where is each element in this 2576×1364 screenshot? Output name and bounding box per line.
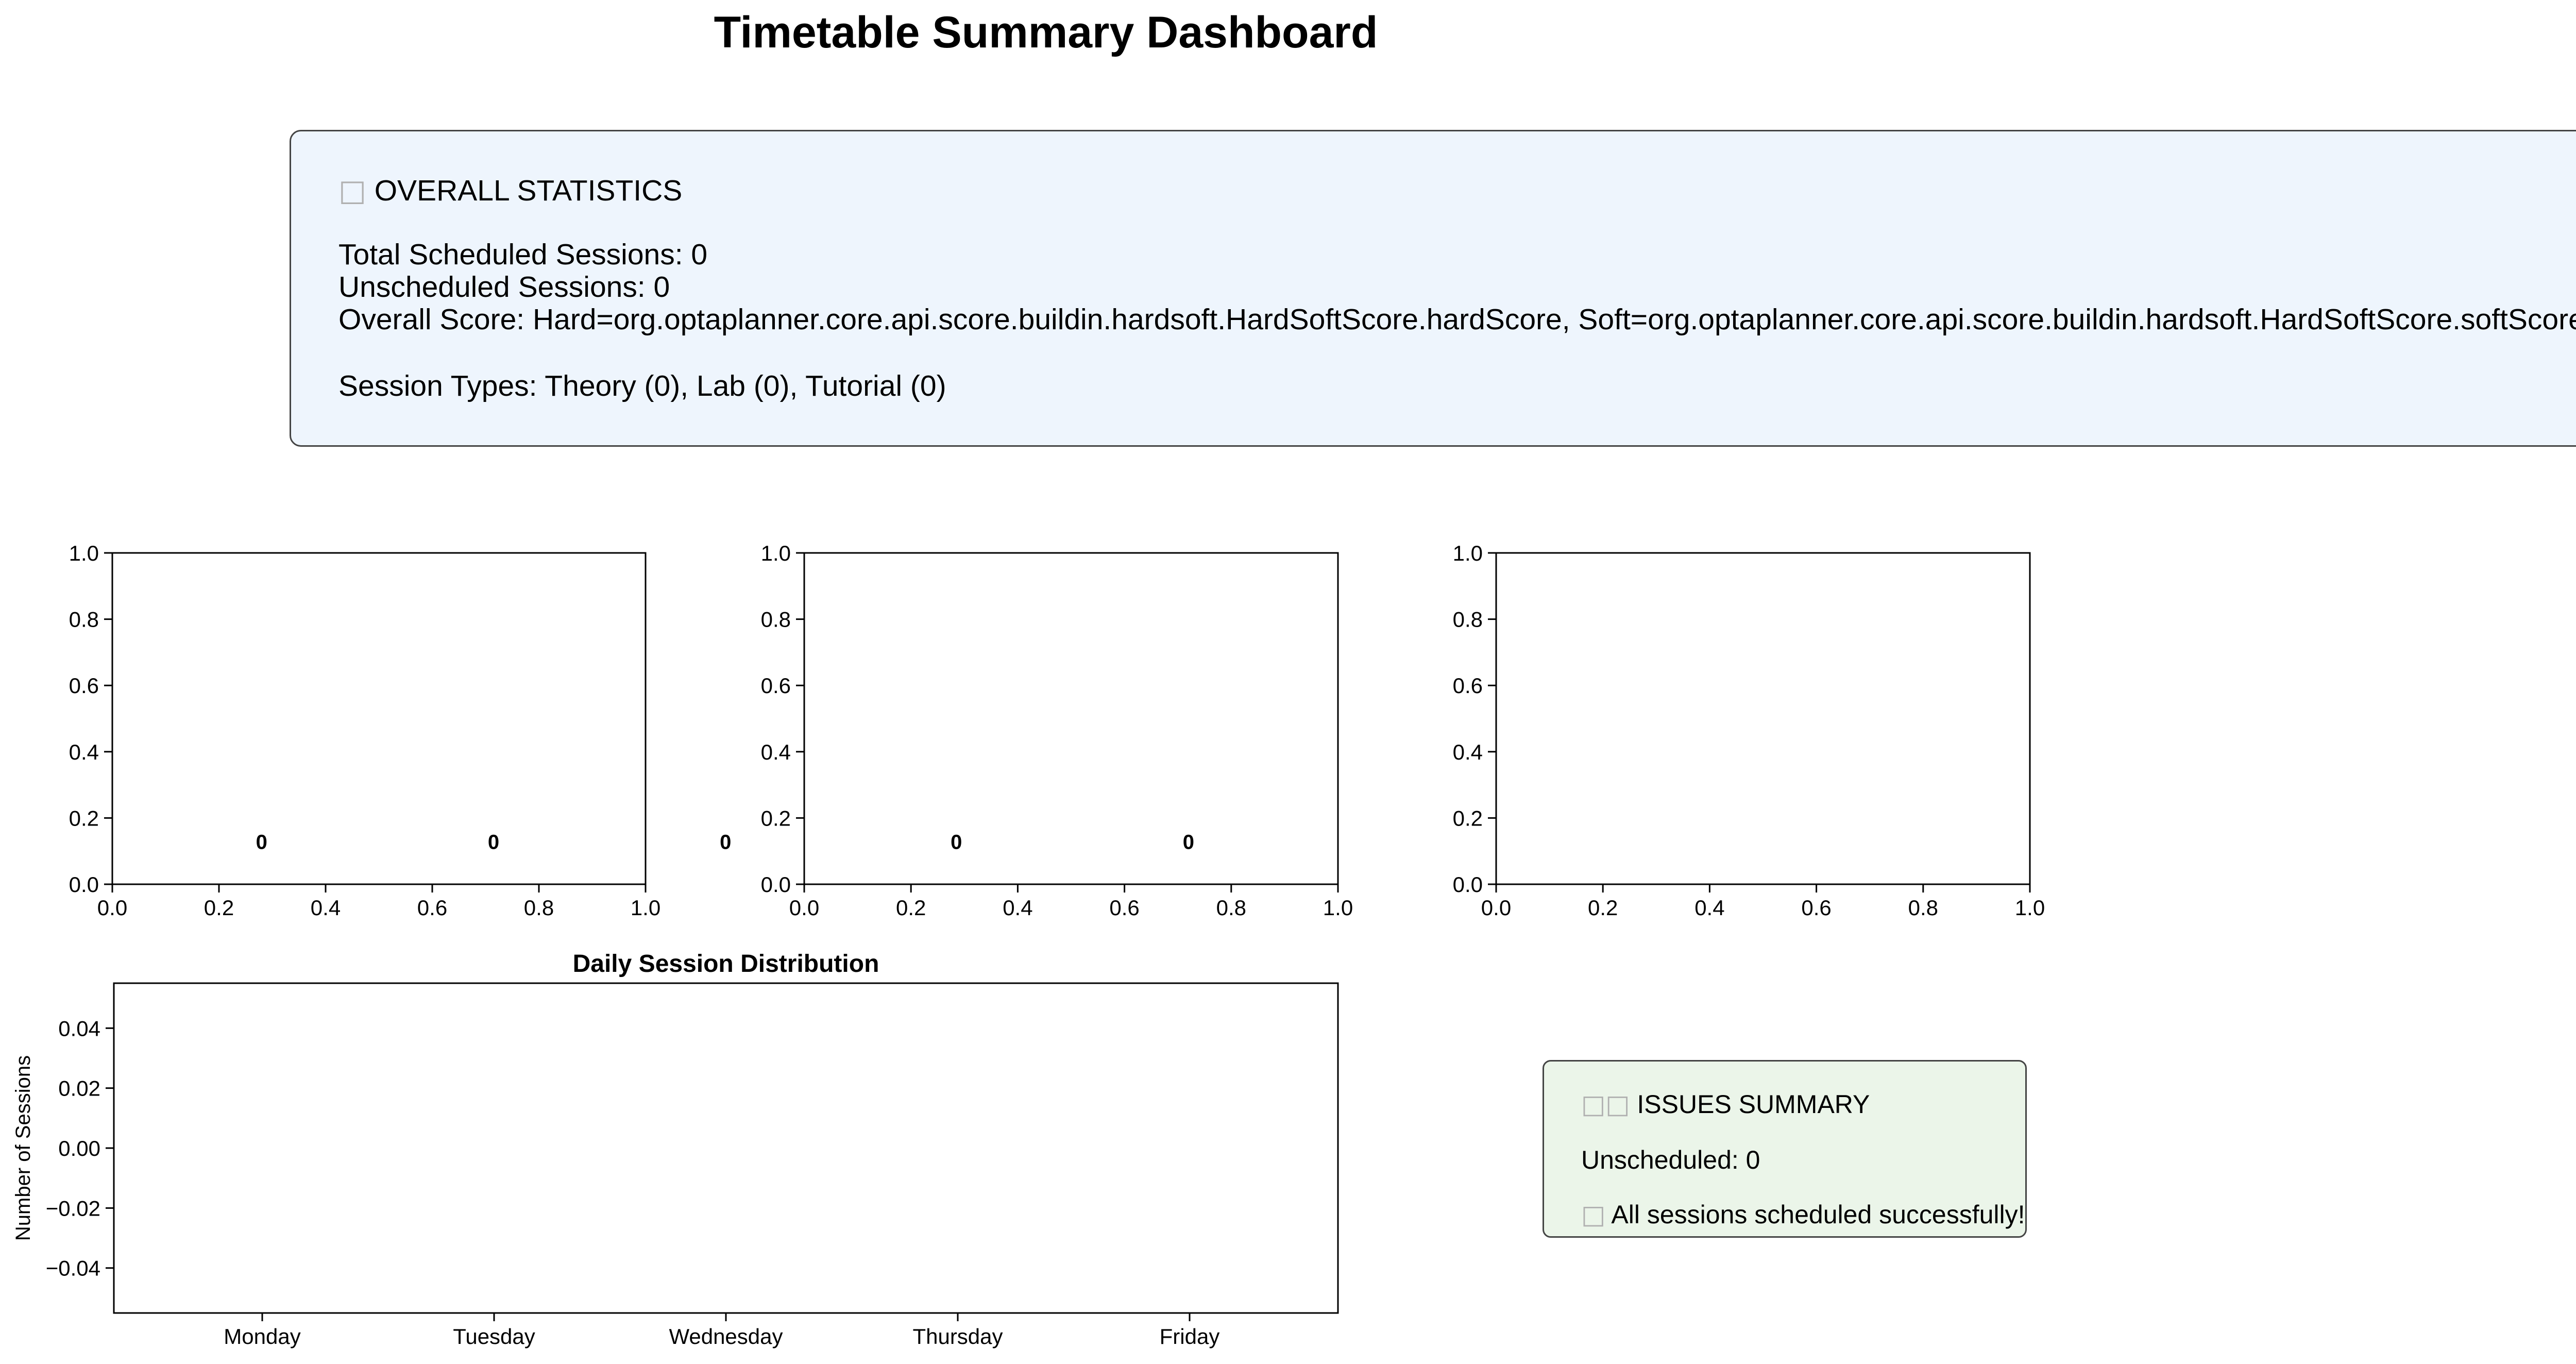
x-tick-label: Thursday <box>912 1324 1003 1349</box>
issues-summary-panel: □□ ISSUES SUMMARY Unscheduled: 0 □ All s… <box>1543 1060 2027 1238</box>
x-tick-label: 0.4 <box>1003 896 1032 920</box>
x-tick-label: 0.4 <box>311 896 341 920</box>
issues-status-line: □ All sessions scheduled successfully! <box>1581 1200 2025 1229</box>
y-tick-label: 1.0 <box>761 541 791 565</box>
y-tick-label: 0.2 <box>1453 806 1483 830</box>
y-tick-label: 0.02 <box>58 1076 100 1101</box>
y-tick-label: 0.0 <box>69 872 99 897</box>
bar-value-label: 0 <box>488 831 499 853</box>
y-tick-label: 0.4 <box>69 740 99 764</box>
x-tick-label: 0.0 <box>789 896 819 920</box>
overall-statistics-panel: □ OVERALL STATISTICS Total Scheduled Ses… <box>290 130 2576 447</box>
x-tick-label: Friday <box>1160 1324 1220 1349</box>
plot-frame-2 <box>803 552 1339 885</box>
plot-frame-1 <box>111 552 647 885</box>
warning-icon: □□ <box>1581 1089 1630 1119</box>
bar-value-label: 0 <box>720 831 731 853</box>
daily-plot-frame <box>113 982 1339 1314</box>
y-tick-label: 0.2 <box>69 806 99 830</box>
y-tick-label: 0.04 <box>58 1016 100 1040</box>
x-tick-label: Wednesday <box>669 1324 783 1349</box>
y-tick-label: 0.2 <box>761 806 791 830</box>
x-tick-label: 0.2 <box>204 896 234 920</box>
y-tick-label: 0.6 <box>1453 673 1483 698</box>
total-scheduled-sessions: Total Scheduled Sessions: 0 <box>338 238 708 271</box>
check-icon: □ <box>1581 1200 1606 1230</box>
issues-summary-title: ISSUES SUMMARY <box>1637 1090 1870 1119</box>
plot-frame-3 <box>1495 552 2031 885</box>
x-tick-label: 0.6 <box>1109 896 1139 920</box>
session-types: Session Types: Theory (0), Lab (0), Tuto… <box>338 369 946 402</box>
x-tick-label: 1.0 <box>631 896 660 920</box>
y-tick-label: 0.0 <box>1453 872 1483 897</box>
issues-unscheduled-count: Unscheduled: 0 <box>1581 1146 1760 1174</box>
chart-icon: □ <box>338 174 366 208</box>
y-axis-label: Number of Sessions <box>12 1055 35 1241</box>
x-tick-label: 0.4 <box>1694 896 1724 920</box>
y-tick-label: 0.4 <box>1453 740 1483 764</box>
x-tick-label: 0.8 <box>524 896 554 920</box>
x-tick-label: 0.2 <box>1588 896 1618 920</box>
overall-statistics-title: OVERALL STATISTICS <box>374 174 683 207</box>
overall-statistics-heading: □ OVERALL STATISTICS <box>338 174 682 207</box>
x-tick-label: 1.0 <box>1323 896 1353 920</box>
y-tick-label: 0.00 <box>58 1136 100 1160</box>
bar-value-label: 0 <box>256 831 267 853</box>
y-tick-label: −0.02 <box>46 1196 100 1220</box>
y-tick-label: 1.0 <box>1453 541 1483 565</box>
x-tick-label: 1.0 <box>2015 896 2045 920</box>
y-tick-label: 0.0 <box>761 872 791 897</box>
issues-status-text: All sessions scheduled successfully! <box>1611 1200 2025 1229</box>
y-tick-label: 0.8 <box>761 608 791 632</box>
dashboard-title: Timetable Summary Dashboard <box>714 8 1378 57</box>
x-tick-label: 0.0 <box>1481 896 1511 920</box>
x-tick-label: Tuesday <box>453 1324 535 1349</box>
x-tick-label: 0.8 <box>1216 896 1246 920</box>
y-tick-label: 0.6 <box>69 673 99 698</box>
x-tick-label: 0.0 <box>97 896 127 920</box>
overall-score: Overall Score: Hard=org.optaplanner.core… <box>338 303 2576 336</box>
y-tick-label: 0.6 <box>761 673 791 698</box>
y-tick-label: 0.8 <box>69 608 99 632</box>
x-tick-label: 0.6 <box>1801 896 1831 920</box>
y-tick-label: 1.0 <box>69 541 99 565</box>
y-tick-label: 0.8 <box>1453 608 1483 632</box>
bar-value-label: 0 <box>1183 831 1194 853</box>
y-tick-label: −0.04 <box>46 1256 100 1281</box>
x-tick-label: Monday <box>224 1324 300 1349</box>
x-tick-label: 0.6 <box>417 896 447 920</box>
daily-chart-title: Daily Session Distribution <box>573 950 879 978</box>
bar-value-label: 0 <box>951 831 962 853</box>
unscheduled-sessions: Unscheduled Sessions: 0 <box>338 271 670 304</box>
y-tick-label: 0.4 <box>761 740 791 764</box>
x-tick-label: 0.2 <box>896 896 926 920</box>
issues-summary-heading: □□ ISSUES SUMMARY <box>1581 1090 1870 1119</box>
x-tick-label: 0.8 <box>1908 896 1938 920</box>
